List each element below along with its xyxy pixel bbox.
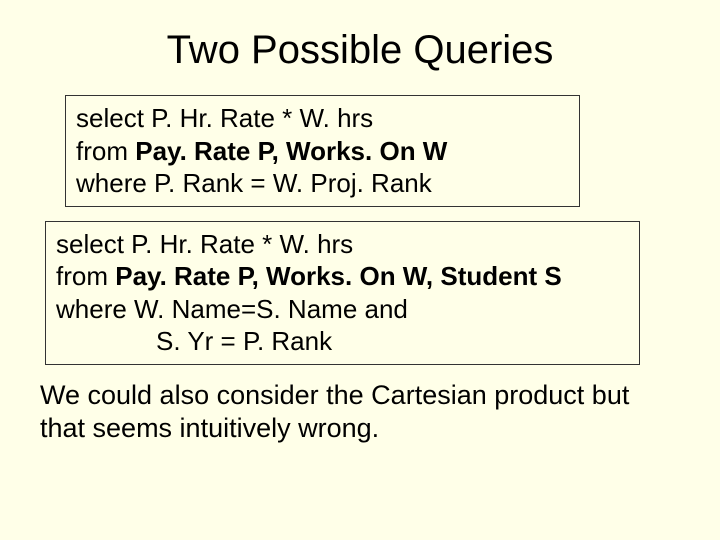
query2-line4: S. Yr = P. Rank [56, 325, 629, 358]
keyword-select: select [56, 229, 124, 259]
query1-line2: from Pay. Rate P, Works. On W [76, 135, 569, 168]
query2-line3: where W. Name=S. Name and [56, 293, 629, 326]
keyword-from: from [76, 136, 135, 166]
query2-where-cond2: S. Yr = P. Rank [156, 326, 332, 356]
query2-from-tables: Pay. Rate P, Works. On W, Student S [115, 261, 561, 291]
keyword-where: where [76, 168, 147, 198]
query2-where-cond1: W. Name=S. Name and [127, 294, 408, 324]
query1-line3: where P. Rank = W. Proj. Rank [76, 167, 569, 200]
query1-line1: select P. Hr. Rate * W. hrs [76, 102, 569, 135]
keyword-from: from [56, 261, 115, 291]
query-box-1: select P. Hr. Rate * W. hrs from Pay. Ra… [65, 95, 580, 207]
query1-select-expr: P. Hr. Rate * W. hrs [144, 103, 373, 133]
keyword-select: select [76, 103, 144, 133]
keyword-where: where [56, 294, 127, 324]
slide-container: Two Possible Queries select P. Hr. Rate … [0, 0, 720, 540]
query2-select-expr: P. Hr. Rate * W. hrs [124, 229, 353, 259]
query-box-2: select P. Hr. Rate * W. hrs from Pay. Ra… [45, 221, 640, 365]
query1-where-cond: P. Rank = W. Proj. Rank [147, 168, 432, 198]
slide-caption: We could also consider the Cartesian pro… [40, 379, 670, 447]
query2-line1: select P. Hr. Rate * W. hrs [56, 228, 629, 261]
query2-line2: from Pay. Rate P, Works. On W, Student S [56, 260, 629, 293]
slide-title: Two Possible Queries [40, 28, 680, 73]
query1-from-tables: Pay. Rate P, Works. On W [135, 136, 447, 166]
